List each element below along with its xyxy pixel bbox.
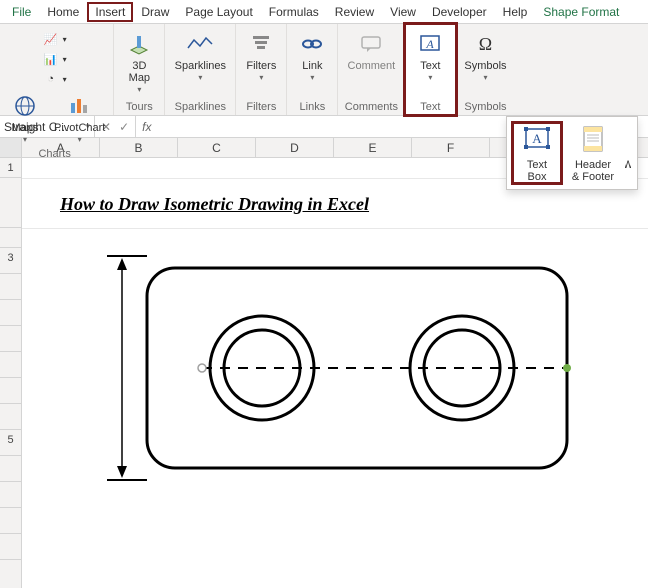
row-header[interactable] <box>0 228 21 248</box>
chevron-down-icon: ▾ <box>137 85 141 94</box>
chevron-down-icon: ▾ <box>23 135 27 144</box>
isometric-drawing[interactable] <box>52 248 572 528</box>
tab-view[interactable]: View <box>382 2 424 22</box>
chevron-down-icon: ▾ <box>198 73 202 82</box>
wordart-icon <box>625 123 631 155</box>
sparklines-icon <box>186 30 214 58</box>
sheet-canvas[interactable]: How to Draw Isometric Drawing in Excel <box>22 158 648 588</box>
group-label-filters: Filters <box>246 99 276 113</box>
tab-formulas[interactable]: Formulas <box>261 2 327 22</box>
chevron-down-icon: ▾ <box>428 73 432 82</box>
row-header[interactable] <box>0 326 21 352</box>
filter-icon <box>250 30 272 58</box>
ribbon: 📈▾ 📊▾ ◔▾ Maps ▾ PivotChart ▾ Charts <box>0 24 648 116</box>
col-header[interactable]: F <box>412 138 490 157</box>
row-header[interactable] <box>0 378 21 404</box>
row-header[interactable] <box>0 404 21 430</box>
symbols-button[interactable]: Ω Symbols ▾ <box>462 28 508 84</box>
tab-file[interactable]: File <box>4 2 39 22</box>
tab-draw[interactable]: Draw <box>133 2 177 22</box>
group-label-symbols: Symbols <box>464 99 506 113</box>
tab-help[interactable]: Help <box>495 2 536 22</box>
textbox-icon: A <box>521 123 553 155</box>
worksheet: 1 3 5 How to Draw Isometric Drawing in E… <box>0 158 648 588</box>
globe-icon <box>14 92 36 120</box>
text-button[interactable]: A Text ▾ <box>411 28 449 84</box>
ribbon-tabs: File Home Insert Draw Page Layout Formul… <box>0 0 648 24</box>
fx-label[interactable]: fx <box>136 116 157 137</box>
header-footer-icon <box>577 123 609 155</box>
pivotchart-icon <box>69 92 91 120</box>
chart-other-button[interactable]: ◔▾ <box>43 70 67 88</box>
wordart-menu-item-partial[interactable]: W <box>625 123 631 183</box>
row-header[interactable]: 1 <box>0 158 21 178</box>
col-header[interactable]: D <box>256 138 334 157</box>
link-button[interactable]: Link ▾ <box>293 28 331 84</box>
group-label-links: Links <box>300 99 326 113</box>
row-header[interactable] <box>0 274 21 300</box>
comment-icon <box>359 30 383 58</box>
col-header[interactable]: C <box>178 138 256 157</box>
tab-review[interactable]: Review <box>327 2 382 22</box>
tab-home[interactable]: Home <box>39 2 87 22</box>
textbox-icon: A <box>418 30 442 58</box>
group-label-tours: Tours <box>126 99 153 113</box>
svg-text:A: A <box>426 37 435 51</box>
row-header[interactable] <box>0 534 21 560</box>
group-label-comments: Comments <box>345 99 398 113</box>
chevron-down-icon: ▾ <box>483 73 487 82</box>
omega-icon: Ω <box>479 30 492 58</box>
tab-insert[interactable]: Insert <box>87 2 133 22</box>
group-label-sparklines: Sparklines <box>175 99 226 113</box>
chart-line-button[interactable]: 📈▾ <box>43 30 67 48</box>
maps-button[interactable]: Maps ▾ <box>6 90 44 146</box>
row-header[interactable] <box>0 456 21 482</box>
enter-icon[interactable]: ✓ <box>119 120 129 134</box>
chart-type-stack: 📈▾ 📊▾ ◔▾ <box>39 28 71 90</box>
chevron-down-icon: ▾ <box>78 135 82 144</box>
link-icon <box>300 30 324 58</box>
filters-button[interactable]: Filters ▾ <box>242 28 280 84</box>
row-header[interactable]: 5 <box>0 430 21 456</box>
row-header[interactable] <box>0 300 21 326</box>
chart-bar-button[interactable]: 📊▾ <box>43 50 67 68</box>
col-header[interactable]: E <box>334 138 412 157</box>
row-header[interactable] <box>0 178 21 228</box>
text-dropdown-panel: A Text Box Header & Footer W <box>506 116 638 190</box>
row-header[interactable] <box>0 508 21 534</box>
row-header[interactable] <box>0 482 21 508</box>
sparklines-button[interactable]: Sparklines ▾ <box>171 28 229 84</box>
3d-map-icon <box>127 30 151 58</box>
col-header[interactable]: B <box>100 138 178 157</box>
pivotchart-button[interactable]: PivotChart ▾ <box>52 90 107 146</box>
comment-button[interactable]: Comment <box>344 28 398 74</box>
tab-page-layout[interactable]: Page Layout <box>177 2 260 22</box>
row-headers: 1 3 5 <box>0 158 22 588</box>
3d-map-button[interactable]: 3D Map ▾ <box>120 28 158 96</box>
row-header[interactable]: 3 <box>0 248 21 274</box>
header-footer-menu-item[interactable]: Header & Footer <box>569 123 617 183</box>
row-header[interactable] <box>0 352 21 378</box>
group-label-text: Text <box>420 99 440 113</box>
tab-shape-format[interactable]: Shape Format <box>535 2 627 22</box>
chevron-down-icon: ▾ <box>310 73 314 82</box>
chevron-down-icon: ▾ <box>259 73 263 82</box>
sheet-title-text: How to Draw Isometric Drawing in Excel <box>60 194 369 215</box>
textbox-menu-item[interactable]: A Text Box <box>513 123 561 183</box>
svg-text:A: A <box>532 131 542 146</box>
tab-developer[interactable]: Developer <box>424 2 495 22</box>
